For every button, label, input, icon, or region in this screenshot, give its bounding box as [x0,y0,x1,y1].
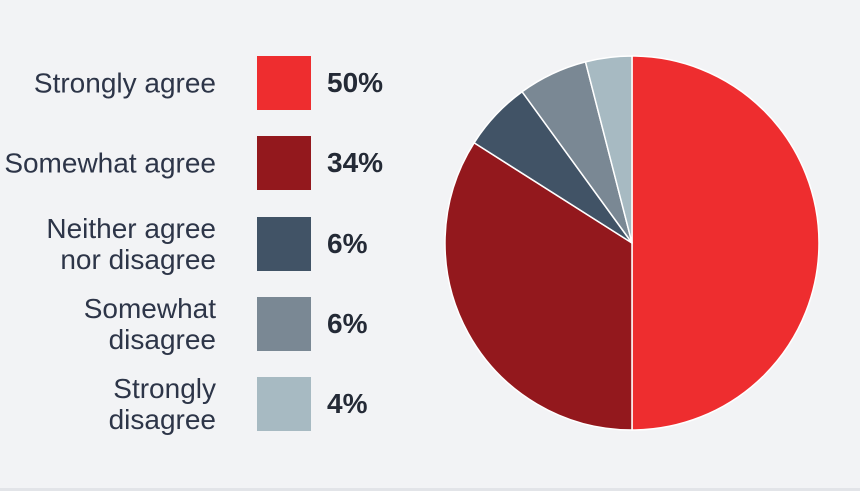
legend-value: 6% [327,228,368,259]
legend-label: Strongly disagree [108,373,216,435]
legend-label: Neither agree nor disagree [46,213,216,275]
legend-value: 50% [327,67,384,98]
legend-label: Strongly agree [33,67,216,99]
legend-item-neither: Neither agree nor disagree 6% [0,213,420,275]
pie-slice-somewhat-agree [444,142,633,431]
legend-item-somewhat-agree: Somewhat agree 34% [0,136,420,190]
legend-item-strongly-agree: Strongly agree 50% [0,56,420,110]
legend-value: 4% [327,388,368,419]
legend-swatch [257,56,311,110]
legend-swatch [257,136,311,190]
bottom-divider [0,488,860,491]
legend-label: Somewhat disagree [83,293,216,355]
chart-legend: Strongly agree 50% Somewhat agree 34% Ne… [0,0,420,491]
legend-item-strongly-disagree: Strongly disagree 4% [0,373,420,435]
legend-swatch [257,377,311,431]
legend-value: 6% [327,308,368,339]
pie-slice-strongly-agree [631,55,820,431]
pie-slice-strongly-disagree [584,55,633,244]
legend-swatch [257,297,311,351]
legend-item-somewhat-disagree: Somewhat disagree 6% [0,293,420,355]
legend-value: 34% [327,147,384,178]
legend-swatch [257,217,311,271]
legend-label: Somewhat agree [4,147,216,179]
